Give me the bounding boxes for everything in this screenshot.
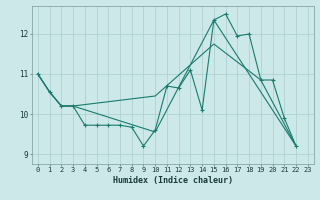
X-axis label: Humidex (Indice chaleur): Humidex (Indice chaleur) — [113, 176, 233, 185]
